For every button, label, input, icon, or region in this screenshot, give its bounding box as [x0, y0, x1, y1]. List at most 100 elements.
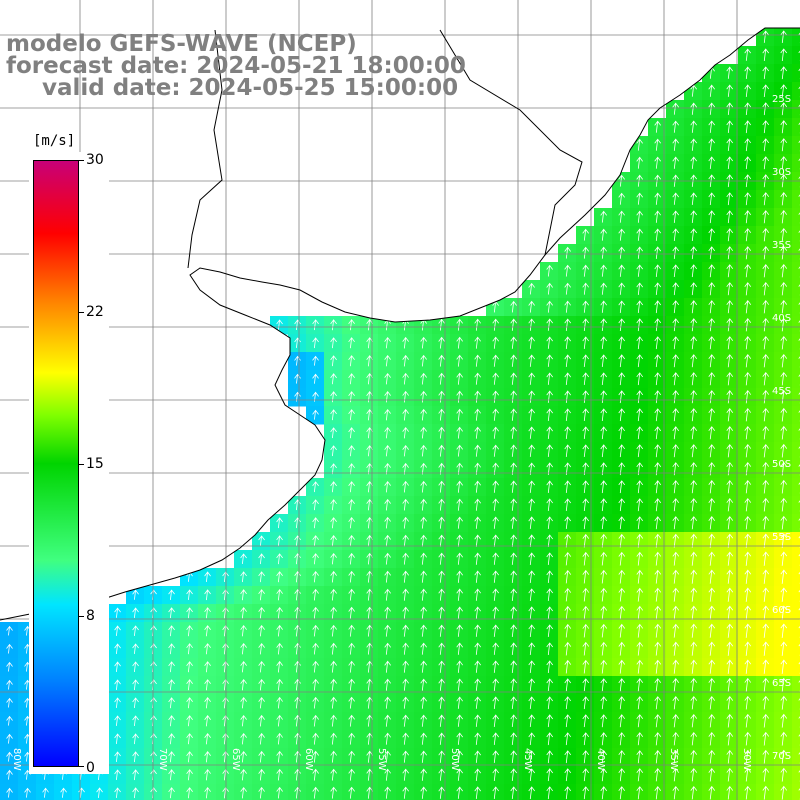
wind-arrow — [420, 786, 428, 799]
wind-arrow — [654, 516, 662, 530]
wind-arrow — [204, 679, 211, 691]
wind-arrow — [474, 732, 482, 745]
wind-arrow — [672, 372, 680, 386]
wind-arrow — [420, 714, 428, 727]
wind-arrow — [420, 588, 428, 601]
wind-arrow — [312, 606, 319, 619]
wind-arrow — [492, 570, 500, 583]
wind-arrow — [582, 750, 590, 764]
wind-arrow — [744, 605, 752, 620]
wind-arrow — [438, 354, 445, 367]
wind-arrow — [528, 390, 536, 403]
wind-cell — [792, 442, 800, 461]
wind-cell — [792, 82, 800, 101]
wind-arrow — [402, 336, 409, 349]
wind-arrow — [240, 553, 247, 565]
wind-arrow — [258, 571, 265, 583]
wind-arrow — [528, 12, 536, 25]
wind-arrow — [744, 84, 752, 97]
wind-arrow — [600, 533, 608, 548]
wind-cell — [792, 298, 800, 317]
wind-arrow — [582, 336, 590, 349]
wind-arrow — [330, 553, 337, 565]
wind-cell — [792, 28, 800, 47]
wind-arrow — [420, 750, 428, 763]
wind-arrow — [636, 228, 644, 241]
wind-arrow — [114, 679, 121, 690]
wind-arrow — [636, 551, 644, 566]
wind-cell — [792, 406, 800, 425]
wind-arrow — [510, 768, 518, 782]
wind-arrow — [690, 408, 698, 422]
wind-arrow — [348, 337, 355, 349]
wind-arrow — [132, 607, 139, 618]
wind-arrow — [546, 372, 554, 385]
wind-arrow — [600, 318, 608, 332]
wind-arrow — [780, 641, 788, 656]
wind-arrow — [312, 355, 319, 366]
wind-arrow — [6, 715, 13, 726]
wind-cell — [792, 568, 800, 587]
wind-arrow — [780, 84, 788, 98]
wind-arrow — [492, 696, 500, 709]
wind-arrow — [744, 156, 752, 170]
wind-arrow — [780, 569, 788, 584]
wind-arrow — [492, 408, 500, 421]
wind-arrow — [618, 372, 626, 386]
wind-arrow — [582, 551, 590, 566]
wind-arrow — [582, 372, 590, 385]
wind-arrow — [780, 695, 788, 710]
wind-arrow — [384, 660, 392, 673]
wind-arrow — [204, 697, 211, 709]
colorbar-tick-mark — [79, 312, 84, 313]
wind-arrow — [582, 732, 590, 746]
wind-arrow — [402, 786, 410, 799]
wind-arrow — [546, 552, 554, 565]
wind-arrow — [636, 138, 643, 151]
forecast-date: forecast date: 2024-05-21 18:00:00 — [6, 53, 466, 79]
wind-arrow — [636, 354, 644, 368]
wind-arrow — [546, 696, 554, 710]
wind-arrow — [564, 264, 571, 277]
wind-arrow — [690, 192, 698, 205]
wind-arrow — [474, 642, 482, 655]
wind-arrow — [582, 12, 590, 25]
wind-arrow — [492, 606, 500, 619]
wind-arrow — [726, 767, 734, 782]
wind-arrow — [690, 516, 698, 530]
wind-arrow — [744, 192, 752, 206]
wind-arrow — [618, 264, 626, 277]
wind-arrow — [186, 589, 193, 601]
wind-arrow — [708, 120, 716, 133]
wind-arrow — [708, 641, 716, 656]
wind-arrow — [312, 786, 319, 799]
wind-arrow — [312, 696, 319, 709]
wind-arrow — [600, 426, 608, 440]
wind-arrow — [618, 714, 626, 728]
wind-arrow — [510, 390, 518, 403]
wind-cell — [792, 748, 800, 767]
wind-arrow — [474, 318, 482, 331]
wind-arrow — [240, 589, 247, 601]
wind-arrow — [708, 551, 716, 566]
wind-arrow — [726, 587, 734, 602]
wind-arrow — [528, 732, 536, 746]
wind-arrow — [384, 606, 391, 619]
wind-arrow — [618, 605, 626, 620]
wind-arrow — [402, 372, 409, 385]
wind-arrow — [618, 786, 626, 800]
wind-arrow — [474, 786, 482, 799]
wind-arrow — [780, 767, 788, 782]
wind-arrow — [114, 769, 121, 781]
wind-arrow — [510, 786, 518, 800]
wind-arrow — [600, 551, 608, 566]
wind-arrow — [780, 371, 788, 386]
wind-arrow — [384, 714, 392, 727]
wind-arrow — [132, 769, 139, 781]
wind-arrow — [708, 731, 716, 746]
wind-arrow — [348, 750, 355, 763]
wind-arrow — [654, 750, 662, 764]
wind-arrow — [528, 318, 536, 331]
wind-arrow — [348, 481, 355, 493]
wind-arrow — [492, 426, 500, 439]
